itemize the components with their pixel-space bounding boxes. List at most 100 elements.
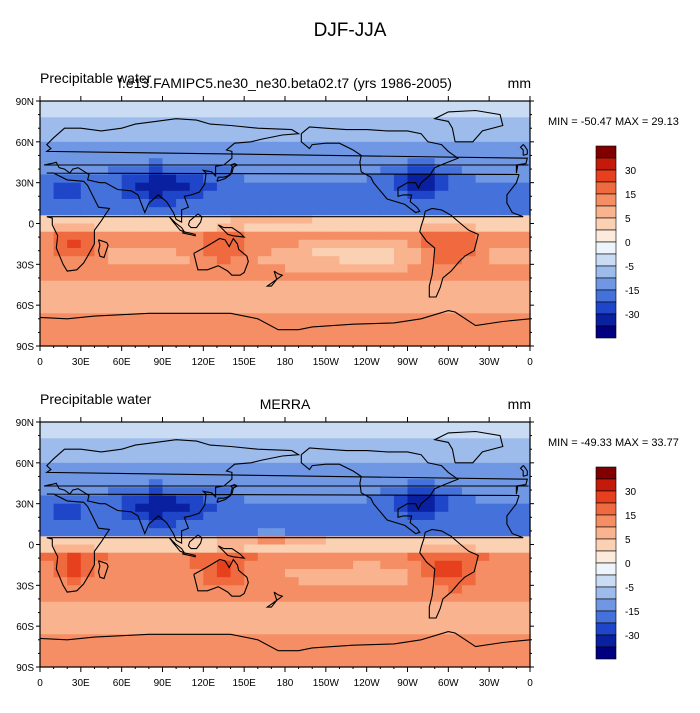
field-cell — [434, 642, 449, 652]
field-cell — [94, 446, 109, 456]
field-cell — [216, 422, 232, 431]
field-cell — [312, 552, 327, 562]
field-cell — [434, 329, 449, 339]
field-cell — [108, 487, 123, 497]
field-cell — [380, 215, 395, 225]
field-cell — [448, 446, 463, 456]
field-cell — [380, 593, 395, 603]
field-cell — [244, 544, 259, 554]
field-cell — [244, 297, 259, 306]
field-cell — [121, 601, 136, 611]
colorbar-label: 0 — [625, 559, 631, 570]
field-cell — [80, 585, 95, 595]
field-cell — [475, 288, 490, 298]
field-cell — [80, 199, 95, 208]
field-cell — [121, 223, 136, 233]
field-cell — [475, 569, 490, 578]
field-cell — [135, 109, 150, 118]
field-cell — [312, 577, 327, 586]
field-cell — [94, 337, 109, 347]
field-cell — [298, 544, 313, 554]
field-cell — [40, 471, 55, 480]
field-cell — [421, 141, 436, 151]
field-cell — [53, 487, 68, 497]
colorbar-swatch — [595, 277, 617, 291]
field-cell — [285, 256, 300, 265]
field-cell — [162, 239, 177, 249]
lon-tick-label: 30E — [72, 357, 90, 368]
field-cell — [421, 182, 436, 192]
field-cell — [339, 495, 354, 505]
field-cell — [80, 479, 95, 488]
field-cell — [339, 560, 354, 570]
field-cell — [53, 174, 68, 184]
field-cell — [257, 552, 272, 562]
field-cell — [216, 256, 232, 265]
field-cell — [325, 199, 340, 208]
field-cell — [216, 166, 232, 176]
field-cell — [407, 199, 422, 208]
field-cell — [380, 520, 395, 529]
coastline — [265, 270, 284, 287]
field-cell — [339, 438, 354, 448]
field-cell — [325, 650, 340, 660]
field-cell — [285, 430, 300, 439]
field-cell — [489, 256, 504, 265]
field-cell — [176, 199, 191, 208]
field-cell — [312, 337, 327, 347]
field-cell — [80, 634, 95, 644]
field-cell — [257, 280, 272, 290]
field-cell — [489, 479, 504, 488]
field-cell — [298, 207, 313, 216]
colorbar-label: 5 — [625, 214, 631, 225]
field-cell — [475, 634, 490, 644]
field-cell — [148, 223, 164, 233]
field-cell — [176, 495, 191, 505]
field-cell — [475, 231, 490, 241]
field-cell — [421, 585, 436, 595]
field-cell — [148, 231, 164, 241]
field-cell — [325, 337, 340, 347]
field-cell — [53, 544, 68, 554]
field-cell — [448, 487, 463, 497]
field-cell — [162, 454, 177, 464]
field-cell — [94, 609, 109, 619]
field-cell — [502, 577, 517, 586]
field-cell — [448, 650, 463, 660]
lon-tick-label: 30W — [479, 678, 500, 689]
field-cell — [380, 536, 395, 546]
field-cell — [434, 125, 449, 135]
field-cell — [230, 544, 245, 554]
field-cell — [407, 264, 422, 274]
field-cell — [40, 577, 55, 586]
field-cell — [461, 101, 477, 110]
field-cell — [148, 487, 164, 497]
field-cell — [298, 329, 313, 339]
field-cell — [489, 117, 504, 127]
field-cell — [53, 552, 68, 562]
field-cell — [189, 109, 204, 118]
field-cell — [475, 479, 490, 488]
field-cell — [516, 239, 531, 249]
field-cell — [135, 536, 150, 546]
lon-tick-label: 30E — [72, 678, 90, 689]
field-cell — [230, 430, 245, 439]
field-cell — [502, 430, 517, 439]
field-cell — [40, 158, 55, 167]
field-cell — [393, 256, 409, 265]
field-cell — [189, 199, 204, 208]
field-cell — [434, 634, 449, 644]
field-cell — [339, 569, 354, 578]
field-cell — [67, 272, 82, 282]
field-cell — [312, 634, 327, 644]
field-cell — [353, 141, 368, 151]
field-cell — [502, 207, 517, 216]
field-cell — [298, 133, 313, 143]
field-cell — [421, 618, 436, 627]
field-cell — [162, 495, 177, 505]
field-cell — [475, 109, 490, 118]
field-cell — [80, 552, 95, 562]
field-cell — [40, 288, 55, 298]
field-cell — [339, 479, 354, 488]
field-cell — [393, 272, 409, 282]
